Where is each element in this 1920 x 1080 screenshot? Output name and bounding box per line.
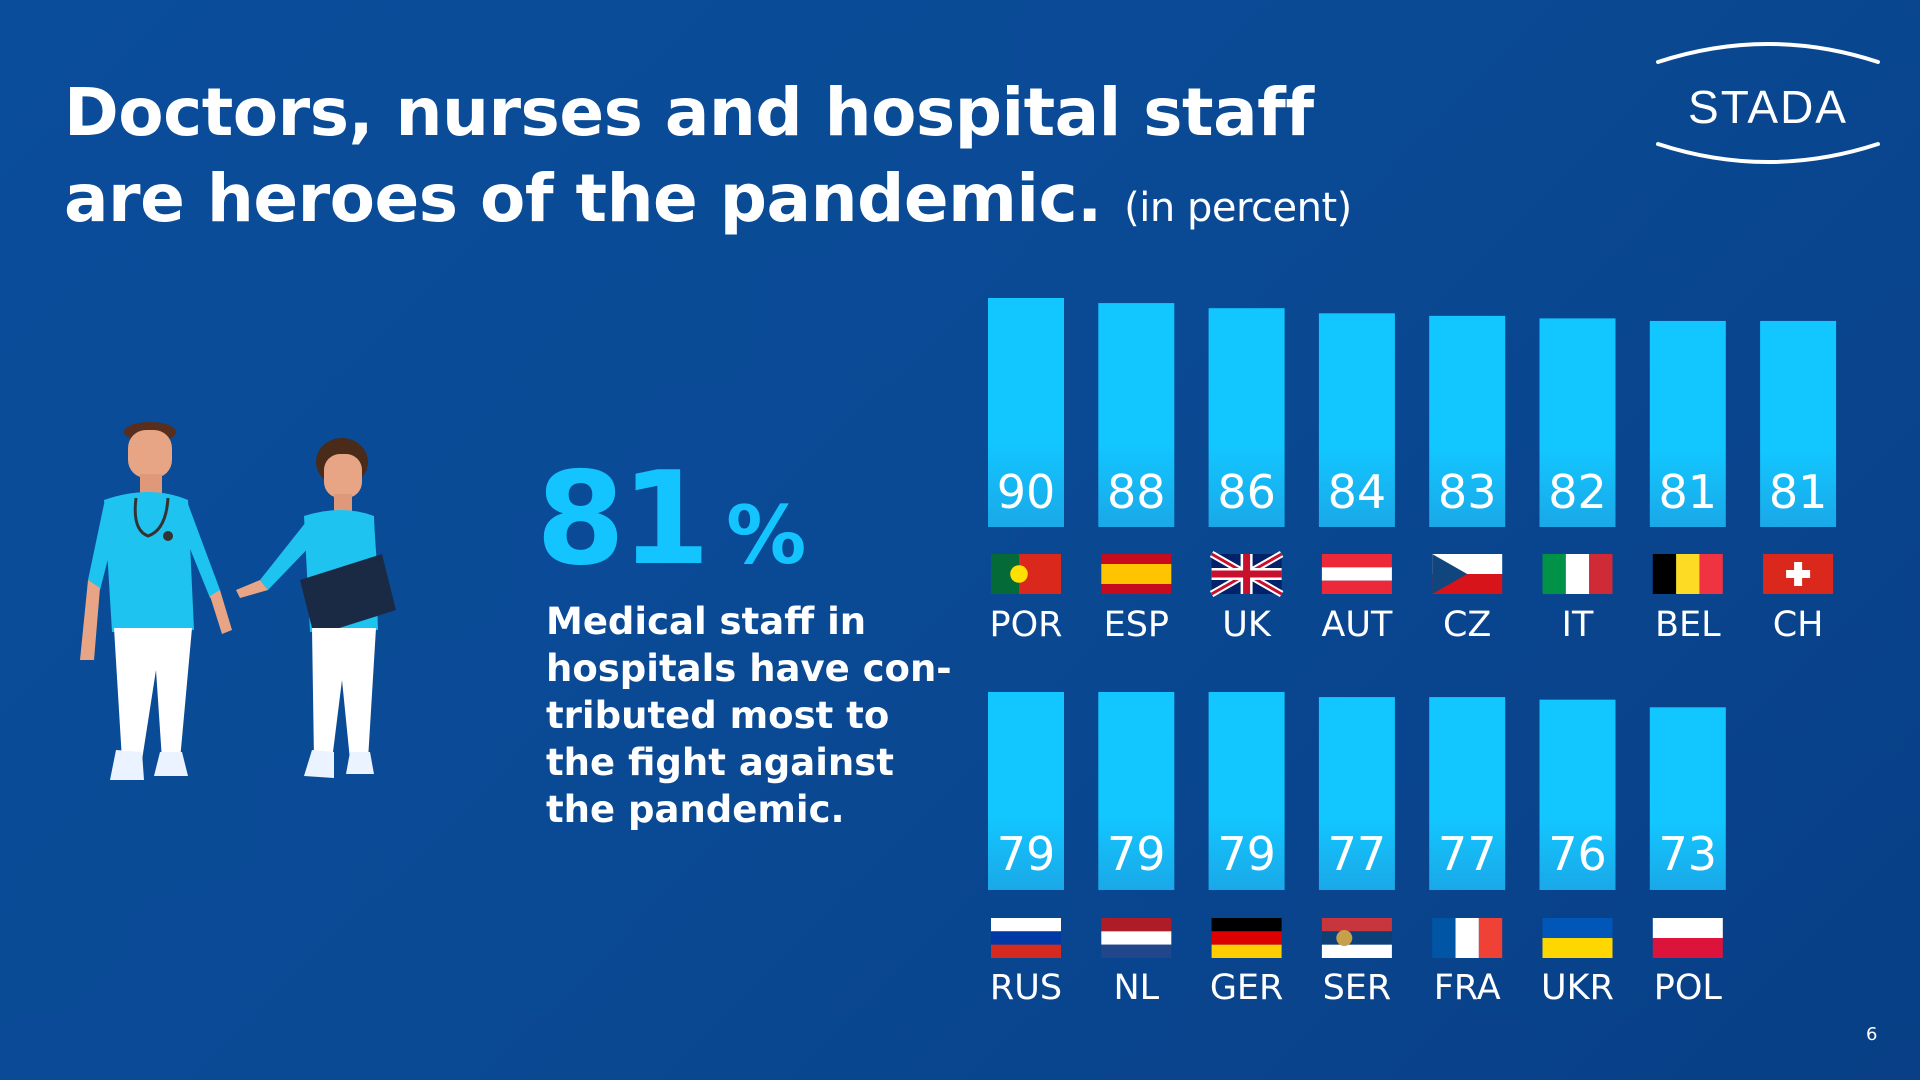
bar-cz — [1429, 315, 1506, 527]
bar-value-label: 83 — [1438, 465, 1497, 519]
ukraine-flag — [1542, 918, 1613, 958]
nurse-figure — [236, 438, 396, 778]
stada-logo: STADA — [1650, 32, 1886, 172]
czech-flag — [1432, 554, 1503, 594]
poland-flag — [1652, 918, 1723, 958]
germany-flag — [1211, 918, 1282, 958]
bar-value-label: 79 — [997, 827, 1056, 881]
bar-ukr — [1539, 699, 1616, 890]
bar-rus — [988, 692, 1064, 890]
bar-value-label: 77 — [1328, 827, 1387, 881]
spain-flag — [1101, 554, 1172, 594]
bar-esp — [1098, 303, 1175, 527]
italy-flag — [1542, 554, 1613, 594]
bar-uk — [1208, 308, 1285, 527]
russia-flag — [991, 918, 1061, 958]
highlight-unit: % — [726, 489, 807, 582]
portugal-flag — [991, 554, 1061, 594]
category-label: NL — [1113, 968, 1159, 1008]
title-main: Doctors, nurses and hospital staff are h… — [64, 74, 1314, 237]
category-label: UK — [1222, 605, 1272, 645]
highlight-value: 81 — [536, 445, 710, 594]
bar-value-label: 73 — [1659, 827, 1718, 881]
austria-flag — [1321, 554, 1392, 594]
bar-por — [988, 298, 1064, 527]
bar-value-label: 88 — [1107, 465, 1166, 519]
category-label: CH — [1773, 605, 1824, 645]
category-label: GER — [1210, 968, 1284, 1008]
bar-value-label: 81 — [1769, 465, 1828, 519]
bar-ser — [1318, 697, 1395, 890]
bar-value-label: 76 — [1548, 827, 1607, 881]
bar-pol — [1649, 707, 1726, 890]
highlight-stat: 81% — [536, 455, 976, 585]
bar-fra — [1429, 697, 1506, 890]
category-label: POR — [990, 605, 1063, 645]
belgium-flag — [1652, 554, 1723, 594]
bar-value-label: 84 — [1328, 465, 1387, 519]
switzerland-flag — [1763, 554, 1834, 594]
logo-text: STADA — [1688, 81, 1848, 133]
page-title: Doctors, nurses and hospital staff are h… — [64, 70, 1364, 251]
bar-ger — [1208, 692, 1285, 890]
bar-value-label: 79 — [1107, 827, 1166, 881]
bar-value-label: 90 — [997, 465, 1056, 519]
doctor-figure — [80, 422, 232, 780]
category-label: BEL — [1655, 605, 1721, 645]
category-label: RUS — [990, 968, 1062, 1008]
highlight-description: Medical staff in hospitals have con-trib… — [546, 600, 952, 831]
category-label: AUT — [1321, 605, 1393, 645]
bar-aut — [1318, 313, 1395, 527]
category-label: UKR — [1541, 968, 1614, 1008]
category-label: FRA — [1434, 968, 1501, 1008]
category-label: CZ — [1443, 605, 1491, 645]
serbia-flag — [1321, 918, 1392, 958]
france-flag — [1432, 918, 1503, 958]
netherlands-flag — [1101, 918, 1172, 958]
medical-staff-illustration — [80, 422, 396, 780]
bar-it — [1539, 318, 1616, 527]
bar-nl — [1098, 692, 1175, 890]
bar-value-label: 82 — [1548, 465, 1607, 519]
bar-value-label: 79 — [1217, 827, 1276, 881]
uk-flag — [1209, 550, 1284, 598]
category-label: IT — [1562, 605, 1594, 645]
category-label: SER — [1323, 968, 1392, 1008]
bar-value-label: 86 — [1217, 465, 1276, 519]
bar-ch — [1760, 320, 1837, 527]
page-number: 6 — [1866, 1024, 1878, 1045]
bar-bel — [1649, 320, 1726, 527]
bar-value-label: 81 — [1659, 465, 1718, 519]
bar-value-label: 77 — [1438, 827, 1497, 881]
category-label: ESP — [1104, 605, 1169, 645]
category-label: POL — [1654, 968, 1723, 1008]
logo-swoosh-icon — [1656, 42, 1880, 164]
title-unit: (in percent) — [1124, 185, 1352, 231]
